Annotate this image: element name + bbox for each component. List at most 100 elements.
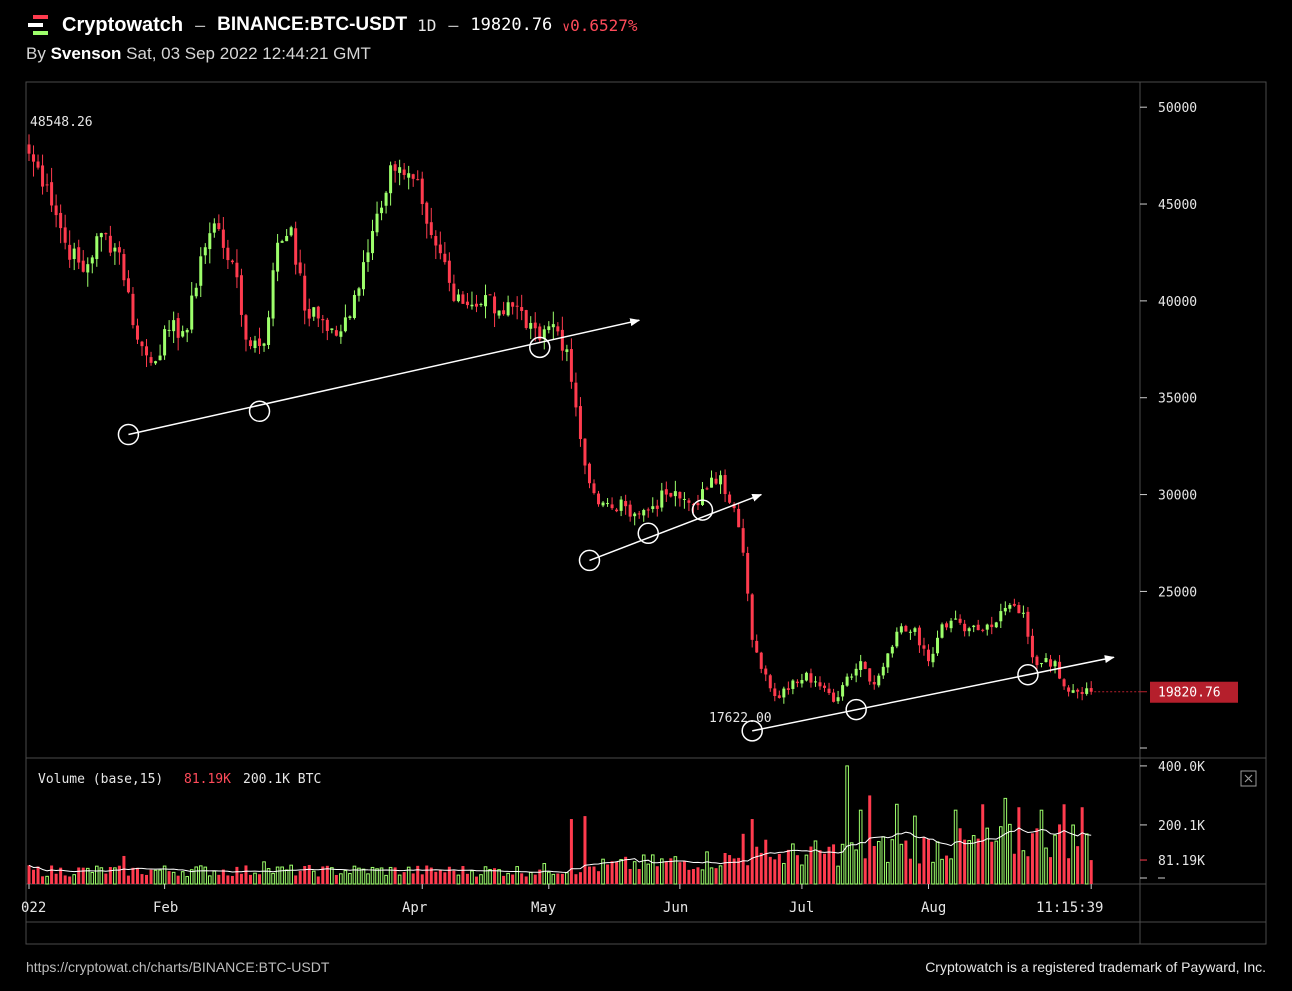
volume-bar xyxy=(502,875,506,884)
cryptowatch-logo-icon[interactable] xyxy=(26,12,52,38)
author-name: Svenson xyxy=(50,44,122,63)
candle xyxy=(818,676,822,690)
price-tick-label: 50000 xyxy=(1158,101,1197,116)
candle-body xyxy=(610,504,614,509)
candle xyxy=(1026,607,1030,645)
volume-bar xyxy=(813,840,818,885)
volume-bar xyxy=(217,874,221,884)
brand-name[interactable]: Cryptowatch xyxy=(62,13,184,36)
volume-bar xyxy=(650,854,655,885)
volume-bar xyxy=(72,874,77,885)
candle-body xyxy=(624,501,628,507)
candle xyxy=(723,469,727,503)
candle xyxy=(895,627,899,649)
volume-bar xyxy=(1039,809,1044,885)
candle-body xyxy=(687,500,691,503)
volume-bar xyxy=(1058,824,1062,884)
volume-bar xyxy=(538,869,542,884)
candle-body xyxy=(45,184,49,186)
market-pair[interactable]: BINANCE:BTC-USDT xyxy=(217,14,408,35)
interval-label[interactable]: 1D xyxy=(417,15,437,35)
candle-body xyxy=(587,463,591,484)
candle-body xyxy=(1062,679,1066,687)
candle xyxy=(886,653,890,674)
candle-body xyxy=(524,310,528,328)
candle xyxy=(488,294,492,296)
candle-body xyxy=(420,178,424,205)
candle xyxy=(321,314,325,334)
volume-bar xyxy=(886,861,890,885)
candle xyxy=(547,321,551,334)
candle xyxy=(90,255,94,274)
volume-bar xyxy=(895,803,899,885)
time-tick-label: Jun xyxy=(663,900,688,916)
volume-bar xyxy=(99,867,104,885)
candle-body xyxy=(135,325,139,340)
candle xyxy=(1058,655,1062,680)
candle-body xyxy=(872,682,876,685)
candle xyxy=(334,325,338,337)
volume-tick-label: 81.19K xyxy=(1158,854,1205,869)
candle-body xyxy=(407,173,411,178)
candle-body xyxy=(597,493,601,505)
candle xyxy=(759,651,763,674)
candle xyxy=(145,339,149,368)
volume-bar xyxy=(953,809,958,885)
candle xyxy=(294,221,298,275)
candle xyxy=(877,673,881,688)
candle-body xyxy=(258,338,262,347)
volume-bar xyxy=(185,876,189,885)
volume-tick-label: 200.1K xyxy=(1158,819,1205,834)
candle-body xyxy=(506,302,510,316)
volume-bar xyxy=(271,872,275,885)
volume-bar xyxy=(316,876,320,884)
candle-body xyxy=(836,697,840,702)
volume-bar xyxy=(393,867,397,884)
volume-bar xyxy=(447,866,451,884)
candle xyxy=(854,663,858,683)
candle-body xyxy=(131,293,135,326)
candle xyxy=(86,257,90,287)
candle-body xyxy=(484,295,488,307)
volume-indicator-label[interactable]: Volume (base,15) xyxy=(38,772,163,787)
candle-body xyxy=(384,192,388,206)
candle-body xyxy=(832,692,836,702)
volume-bar xyxy=(524,876,528,884)
volume-bar xyxy=(1008,823,1012,885)
candle-body xyxy=(990,624,994,628)
chart-url[interactable]: https://cryptowat.ch/charts/BINANCE:BTC-… xyxy=(26,959,330,975)
close-indicator-button[interactable] xyxy=(1240,770,1257,787)
candle xyxy=(258,327,262,355)
candle-body xyxy=(456,294,460,302)
candle xyxy=(533,312,537,342)
candle-body xyxy=(36,161,40,168)
candle-body xyxy=(673,491,677,497)
volume-bar xyxy=(311,870,316,885)
volume-bar xyxy=(443,872,447,884)
volume-bar xyxy=(718,865,723,885)
candle-body xyxy=(1026,611,1030,637)
trendline-arrow xyxy=(589,493,763,562)
candle-body xyxy=(429,222,433,236)
volume-bar xyxy=(149,869,153,884)
candle-body xyxy=(393,164,397,171)
candle xyxy=(624,494,628,515)
candle-body xyxy=(253,340,257,349)
candle-body xyxy=(560,329,564,351)
candle xyxy=(176,312,180,351)
candle-body xyxy=(163,329,167,356)
candle xyxy=(845,673,849,687)
candle-body xyxy=(366,252,370,263)
candle xyxy=(122,248,126,287)
candle-body xyxy=(95,236,99,260)
candle xyxy=(1008,603,1012,613)
candle-body xyxy=(208,233,212,250)
candle xyxy=(235,249,239,289)
candle-body xyxy=(285,235,289,242)
candle-body xyxy=(411,174,415,179)
candle-body xyxy=(791,680,795,689)
candle-body xyxy=(976,624,980,631)
volume-bar xyxy=(275,866,280,885)
header-separator: – xyxy=(195,14,206,35)
